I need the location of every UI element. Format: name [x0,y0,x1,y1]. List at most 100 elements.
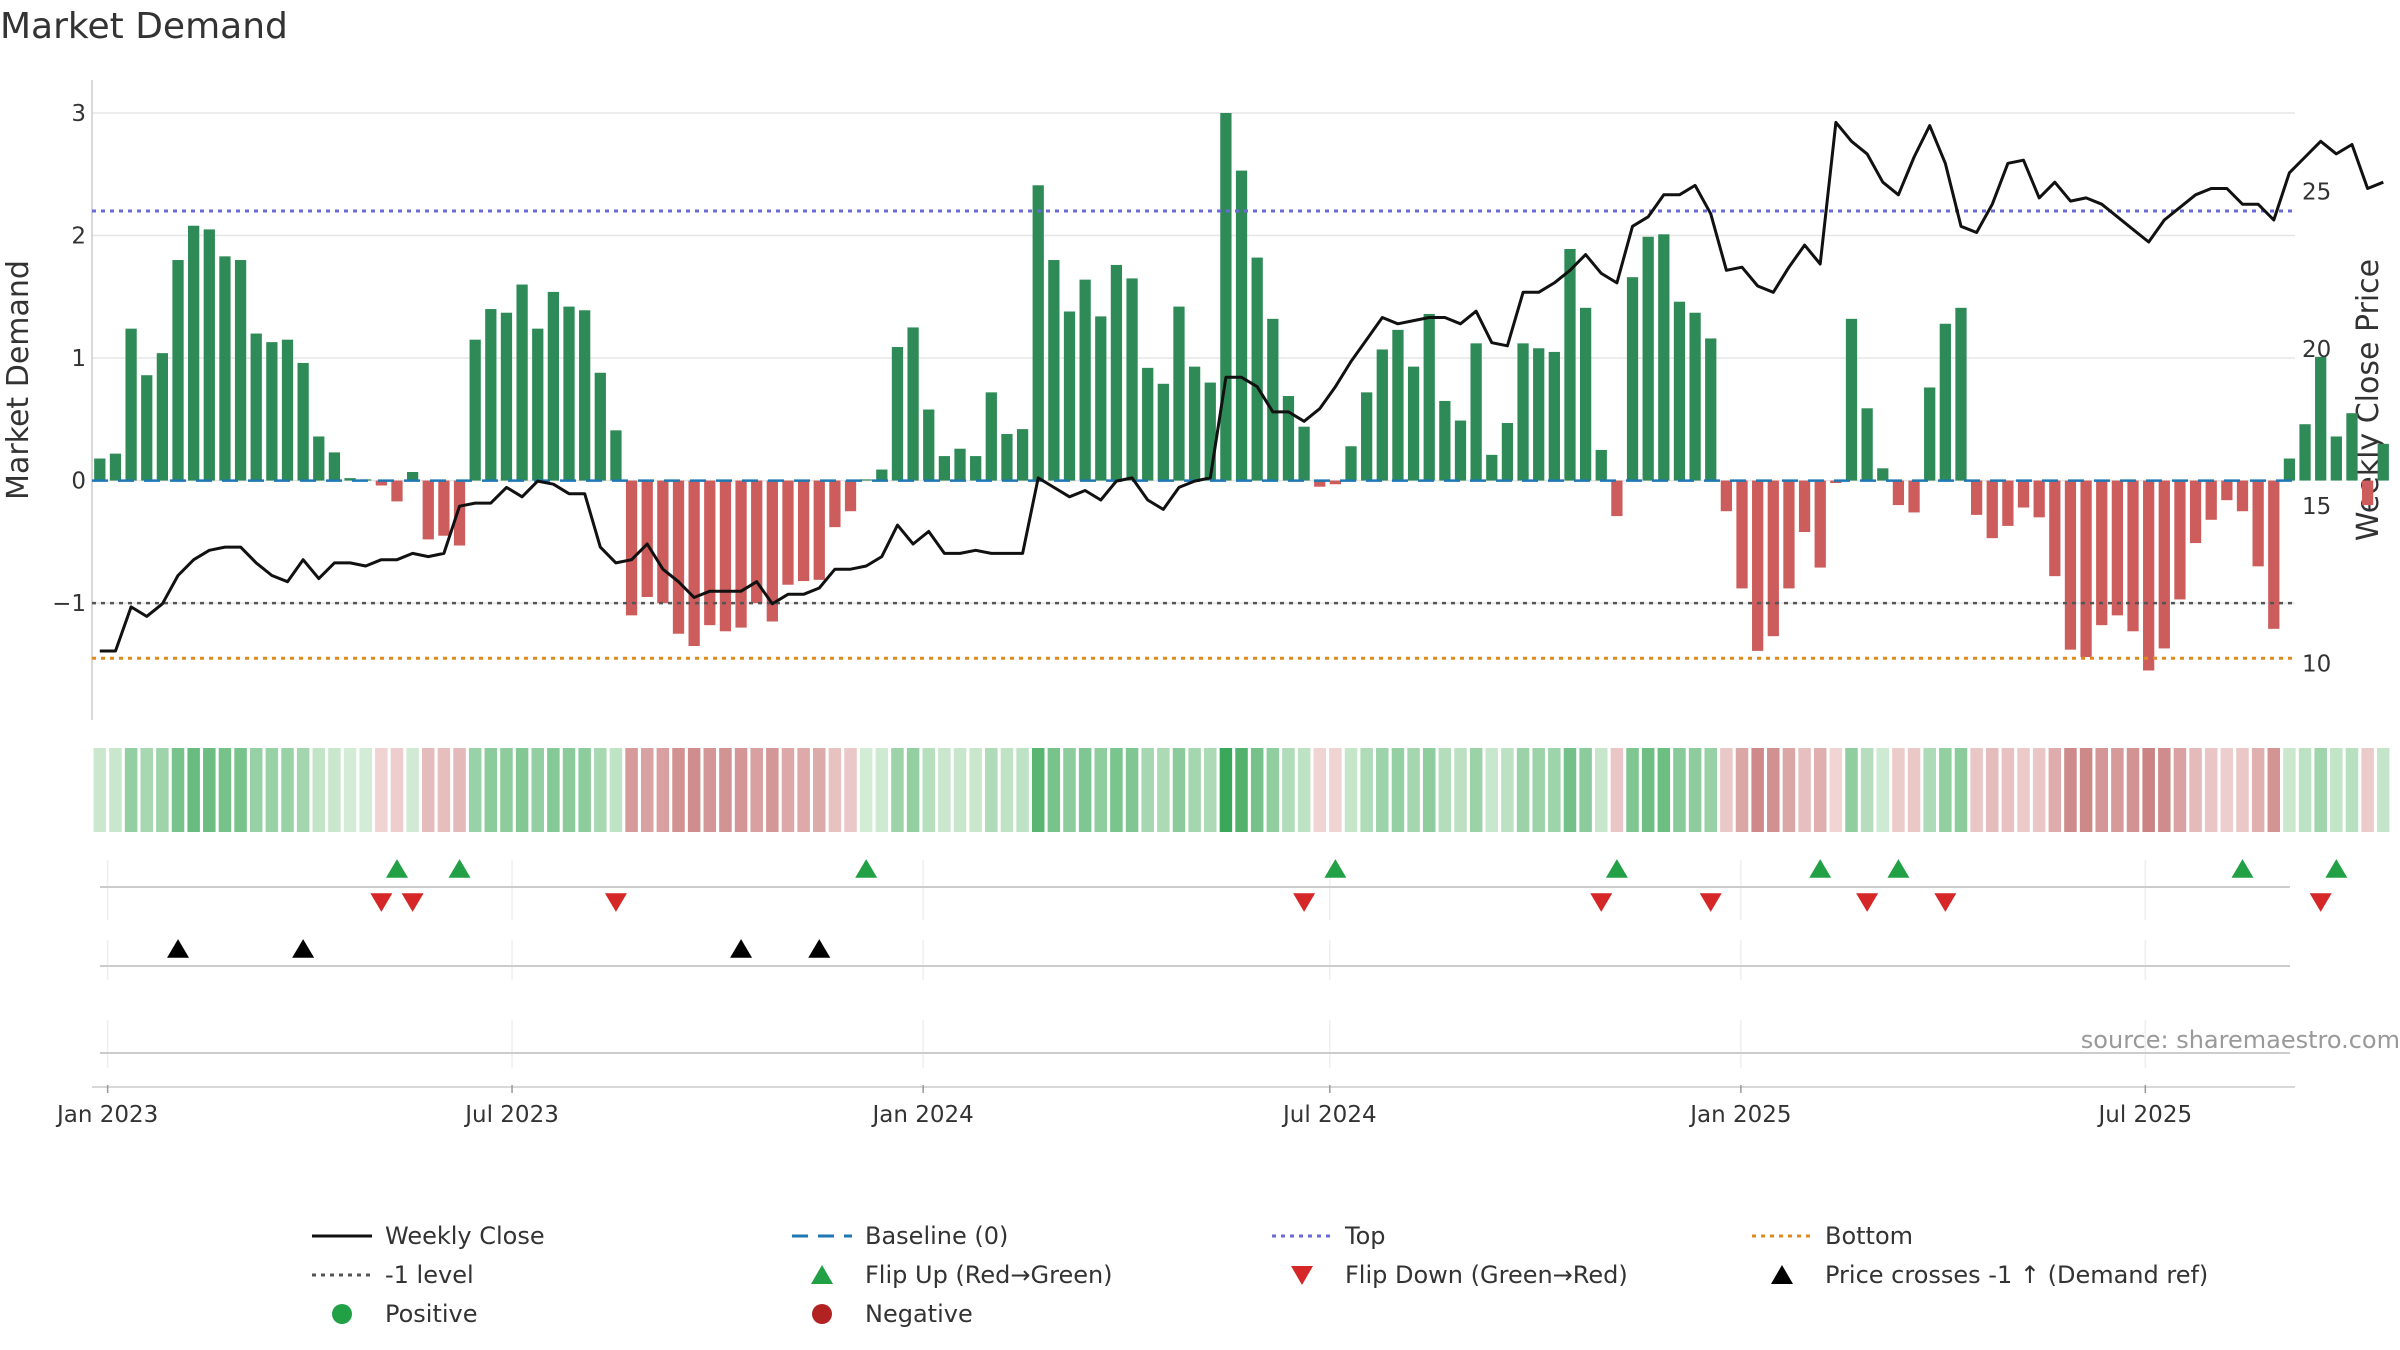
heat-cell [1610,748,1624,832]
heat-cell [1548,748,1561,832]
demand-bar [2268,480,2280,629]
heat-cell [1829,748,1843,832]
demand-bar [469,339,481,481]
heat-cell [906,748,920,832]
heat-cell [1516,748,1530,832]
heat-cell [515,748,529,832]
demand-bar [313,436,325,481]
demand-bar [2127,480,2139,632]
demand-bar [1626,277,1639,481]
demand-bar [907,327,919,481]
heat-cell [2361,748,2374,832]
legend-swatch [1291,1266,1313,1285]
heat-cell [985,748,998,832]
legend-swatch [812,1304,832,1324]
heat-cell [891,748,904,832]
heat-cell [1923,748,1936,832]
heat-cell [1422,748,1436,832]
heat-cell [124,748,138,832]
legend-item: Positive [332,1300,478,1328]
heat-cell [1110,748,1123,832]
demand-bar [1439,400,1451,481]
heat-cell [1767,748,1780,832]
demand-bar [1501,422,1514,481]
flip-up-marker [2325,859,2348,878]
heat-cell [1813,748,1827,832]
heat-cell [625,748,638,832]
demand-bar [938,456,951,481]
demand-bar [2189,480,2202,544]
demand-bar [1079,279,1091,481]
demand-bars [94,113,2389,671]
demand-bar [1658,234,1670,481]
demand-bar [1407,366,1420,481]
demand-bar [1845,318,1858,481]
heat-cell [2330,748,2343,832]
demand-bar [1423,313,1435,481]
legend-item: -1 level [312,1261,474,1289]
demand-bar [688,480,700,646]
legend-label: Negative [865,1300,973,1328]
heat-cell [1391,748,1405,832]
legend-swatch [332,1304,352,1324]
heat-cell [1673,748,1686,832]
heat-cell [375,748,388,832]
heat-cell [859,748,873,832]
x-tick-label: Jan 2023 [55,1102,158,1128]
heat-cell [265,748,279,832]
heat-cell [1469,748,1483,832]
demand-bar [1986,480,1998,539]
demand-bar [1705,338,1717,481]
heat-cell [422,748,435,832]
demand-bar [1361,392,1373,481]
flip-down-marker [1699,893,1722,912]
heat-cell [609,748,623,832]
heat-cell [969,748,982,832]
heat-cell [1282,748,1295,832]
heat-cell [1798,748,1811,832]
demand-bar [1486,454,1498,481]
demand-bar [1939,323,1951,481]
y2-tick-label: 25 [2302,180,2331,206]
heat-cell [109,748,122,832]
demand-bar [1173,306,1185,481]
heat-cell [531,748,544,832]
grid-lines [91,80,2295,1088]
heat-cell [1063,748,1076,832]
flip-up-marker [2231,859,2254,878]
heat-cell [2017,748,2030,832]
demand-bar [141,375,153,481]
legend-item: Top [1272,1222,1386,1250]
demand-bar [797,480,810,582]
heat-cell [2345,748,2359,832]
demand-bar [2205,480,2217,520]
demand-bar [2064,480,2077,650]
demand-bar [1783,480,1795,589]
demand-bar [1814,480,1826,568]
y-tick-label: 2 [71,224,86,250]
flip-down-marker [1934,893,1957,912]
demand-bar [2283,458,2296,481]
heat-cell [1204,748,1217,832]
demand-bar [2143,480,2155,671]
heat-cell [203,748,216,832]
demand-bar [751,480,763,604]
demand-bar [672,480,685,634]
heat-cell [2079,748,2093,832]
demand-bar [328,452,341,481]
heat-cell [766,748,779,832]
heat-cell [1438,748,1452,832]
demand-bar [94,458,106,481]
demand-bar [1470,343,1482,481]
heat-cell [2032,748,2046,832]
x-tick-label: Jan 2024 [870,1102,973,1128]
heat-cell [187,748,200,832]
demand-heat-strip [93,748,2390,832]
heat-cell [1845,748,1858,832]
demand-bar [2346,413,2358,481]
legend-label: Price crosses -1 ↑ (Demand ref) [1825,1261,2208,1289]
heat-cell [1939,748,1952,832]
heat-cell [1157,748,1170,832]
heat-cell [2204,748,2218,832]
